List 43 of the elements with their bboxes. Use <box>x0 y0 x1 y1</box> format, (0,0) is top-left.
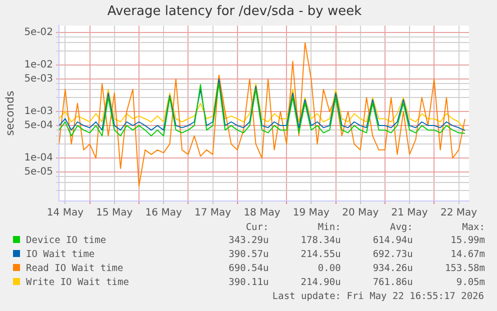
text: 14.67m <box>450 248 485 262</box>
y-tick-label: 5e-02 <box>24 27 54 38</box>
text: 614.94u <box>372 234 413 248</box>
text: 0.00 <box>316 262 341 276</box>
y-tick-label: 5e-03 <box>24 74 54 85</box>
text: 761.86u <box>372 276 413 290</box>
text: 153.58m <box>444 262 485 276</box>
text: 690.54u <box>228 262 269 276</box>
x-tick-label: 15 May <box>96 208 133 219</box>
legend-label: IO Wait time <box>25 248 96 262</box>
y-axis-title: seconds <box>3 90 16 136</box>
text: 9.05m <box>455 276 485 290</box>
text: Min: <box>316 222 341 234</box>
text: 214.55u <box>300 248 341 262</box>
text: 178.34u <box>300 234 341 248</box>
x-tick-label: 16 May <box>145 208 182 219</box>
x-tick-label: 22 May <box>440 208 478 219</box>
x-tick-label: 19 May <box>292 208 330 219</box>
legend-label: Device IO time <box>25 234 108 248</box>
text: 390.57u <box>228 248 269 262</box>
x-tick-label: 18 May <box>244 208 280 219</box>
y-tick-label: 5e-05 <box>24 166 54 178</box>
text: 15.99m <box>450 234 485 248</box>
x-tick-label: 21 May <box>391 208 428 219</box>
legend-label: Write IO Wait time <box>25 276 130 290</box>
y-tick-label: 1e-03 <box>24 106 54 118</box>
y-tick-label: 1e-04 <box>24 152 54 164</box>
text: 934.26u <box>372 262 413 276</box>
x-tick-label: 20 May <box>342 208 379 219</box>
x-tick-label: 17 May <box>194 208 232 219</box>
legend-label: Read IO Wait time <box>25 262 124 276</box>
text: 214.90u <box>300 276 341 290</box>
text: Last update: Fri May 22 16:55:17 2026 <box>271 290 485 304</box>
chart-title: Average latency for /dev/sda - by week <box>107 4 362 20</box>
text: 692.73u <box>372 248 413 262</box>
y-tick-label: 1e-02 <box>24 60 54 71</box>
text: Cur: <box>244 222 269 234</box>
text: Avg: <box>388 222 413 234</box>
text: 343.29u <box>228 234 269 248</box>
text: 390.11u <box>228 276 269 290</box>
y-tick-label: 5e-04 <box>24 120 54 132</box>
x-tick-label: 14 May <box>46 208 84 219</box>
text: Max: <box>461 222 485 234</box>
